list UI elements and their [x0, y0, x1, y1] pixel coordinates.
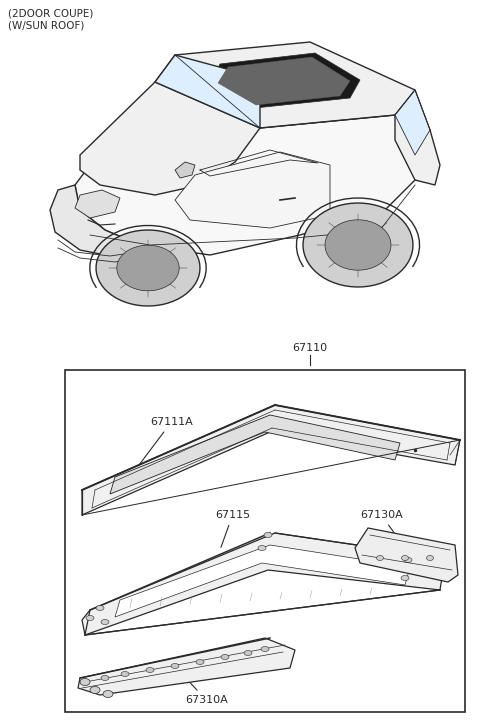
Ellipse shape	[244, 650, 252, 656]
Polygon shape	[175, 162, 195, 178]
Polygon shape	[75, 82, 430, 255]
Ellipse shape	[221, 655, 229, 659]
Ellipse shape	[404, 558, 412, 563]
Ellipse shape	[121, 672, 129, 677]
Ellipse shape	[264, 532, 272, 537]
Ellipse shape	[96, 605, 104, 611]
Ellipse shape	[101, 675, 109, 680]
Polygon shape	[115, 545, 410, 617]
Polygon shape	[50, 185, 140, 258]
Text: 67111A: 67111A	[132, 417, 193, 475]
Ellipse shape	[376, 555, 384, 560]
Ellipse shape	[90, 687, 100, 693]
Polygon shape	[155, 55, 260, 128]
Ellipse shape	[101, 619, 109, 624]
Polygon shape	[218, 57, 350, 105]
Ellipse shape	[401, 555, 408, 560]
FancyBboxPatch shape	[65, 370, 465, 712]
Ellipse shape	[80, 679, 90, 685]
Ellipse shape	[103, 690, 113, 698]
Ellipse shape	[401, 576, 409, 581]
Text: 67310A: 67310A	[182, 674, 228, 705]
Polygon shape	[82, 533, 445, 635]
Polygon shape	[96, 230, 200, 306]
Text: 67110: 67110	[292, 343, 327, 353]
Polygon shape	[395, 90, 430, 155]
Text: (W/SUN ROOF): (W/SUN ROOF)	[8, 20, 84, 30]
Text: 67115: 67115	[215, 510, 250, 547]
Polygon shape	[210, 53, 360, 108]
Polygon shape	[175, 152, 330, 228]
Ellipse shape	[86, 616, 94, 621]
Polygon shape	[325, 220, 391, 270]
Ellipse shape	[171, 664, 179, 669]
Ellipse shape	[427, 555, 433, 560]
Polygon shape	[395, 115, 440, 185]
Polygon shape	[155, 42, 415, 128]
Polygon shape	[80, 82, 260, 195]
Polygon shape	[355, 528, 458, 582]
Ellipse shape	[261, 646, 269, 651]
Polygon shape	[82, 405, 460, 515]
Polygon shape	[78, 638, 295, 695]
Text: 67130A: 67130A	[360, 510, 403, 546]
Polygon shape	[110, 415, 400, 494]
Ellipse shape	[258, 545, 266, 550]
Polygon shape	[75, 190, 120, 218]
Polygon shape	[117, 245, 179, 291]
Text: (2DOOR COUPE): (2DOOR COUPE)	[8, 8, 94, 18]
Ellipse shape	[196, 659, 204, 664]
Polygon shape	[303, 203, 413, 287]
Ellipse shape	[146, 667, 154, 672]
